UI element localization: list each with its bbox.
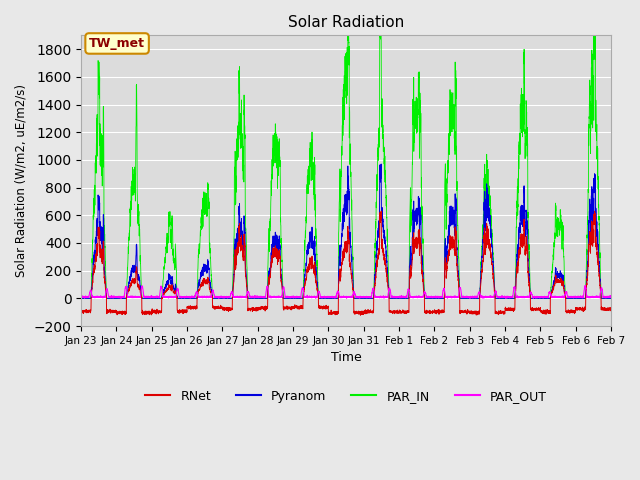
PAR_IN bbox=[173, 265, 180, 271]
PAR_OUT bbox=[326, 294, 334, 300]
RNet bbox=[326, 310, 334, 316]
RNet bbox=[173, 291, 180, 297]
PAR_IN bbox=[607, 296, 614, 301]
PAR_OUT bbox=[77, 294, 85, 300]
Text: TW_met: TW_met bbox=[89, 37, 145, 50]
PAR_OUT bbox=[117, 296, 125, 301]
PAR_OUT bbox=[465, 294, 472, 300]
Pyranom bbox=[173, 287, 180, 292]
Legend: RNet, Pyranom, PAR_IN, PAR_OUT: RNet, Pyranom, PAR_IN, PAR_OUT bbox=[140, 384, 552, 408]
RNet bbox=[465, 310, 472, 315]
RNet bbox=[77, 309, 85, 314]
RNet bbox=[495, 309, 502, 314]
Line: Pyranom: Pyranom bbox=[81, 164, 611, 299]
PAR_OUT bbox=[435, 294, 443, 300]
Pyranom bbox=[326, 296, 334, 301]
Pyranom bbox=[465, 296, 472, 301]
RNet bbox=[356, 312, 364, 318]
PAR_IN bbox=[344, 33, 351, 38]
Pyranom bbox=[495, 296, 502, 301]
RNet bbox=[607, 306, 614, 312]
PAR_OUT bbox=[173, 289, 180, 295]
X-axis label: Time: Time bbox=[331, 351, 362, 364]
Line: RNet: RNet bbox=[81, 211, 611, 315]
PAR_OUT bbox=[607, 294, 614, 300]
PAR_OUT bbox=[607, 294, 615, 300]
RNet bbox=[378, 208, 385, 214]
Line: PAR_IN: PAR_IN bbox=[81, 36, 611, 299]
Y-axis label: Solar Radiation (W/m2, uE/m2/s): Solar Radiation (W/m2, uE/m2/s) bbox=[15, 84, 28, 277]
Pyranom bbox=[607, 296, 614, 301]
PAR_IN bbox=[77, 296, 85, 301]
Pyranom bbox=[77, 296, 85, 301]
PAR_IN bbox=[495, 296, 502, 301]
RNet bbox=[607, 306, 615, 312]
Line: PAR_OUT: PAR_OUT bbox=[81, 286, 611, 299]
Pyranom bbox=[378, 161, 385, 167]
PAR_OUT bbox=[582, 283, 589, 288]
PAR_IN bbox=[326, 296, 334, 301]
PAR_IN bbox=[607, 296, 615, 301]
Pyranom bbox=[607, 296, 615, 301]
Title: Solar Radiation: Solar Radiation bbox=[288, 15, 404, 30]
RNet bbox=[436, 308, 444, 313]
PAR_OUT bbox=[495, 294, 502, 300]
PAR_IN bbox=[465, 296, 472, 301]
PAR_IN bbox=[435, 296, 443, 301]
Pyranom bbox=[435, 296, 443, 301]
